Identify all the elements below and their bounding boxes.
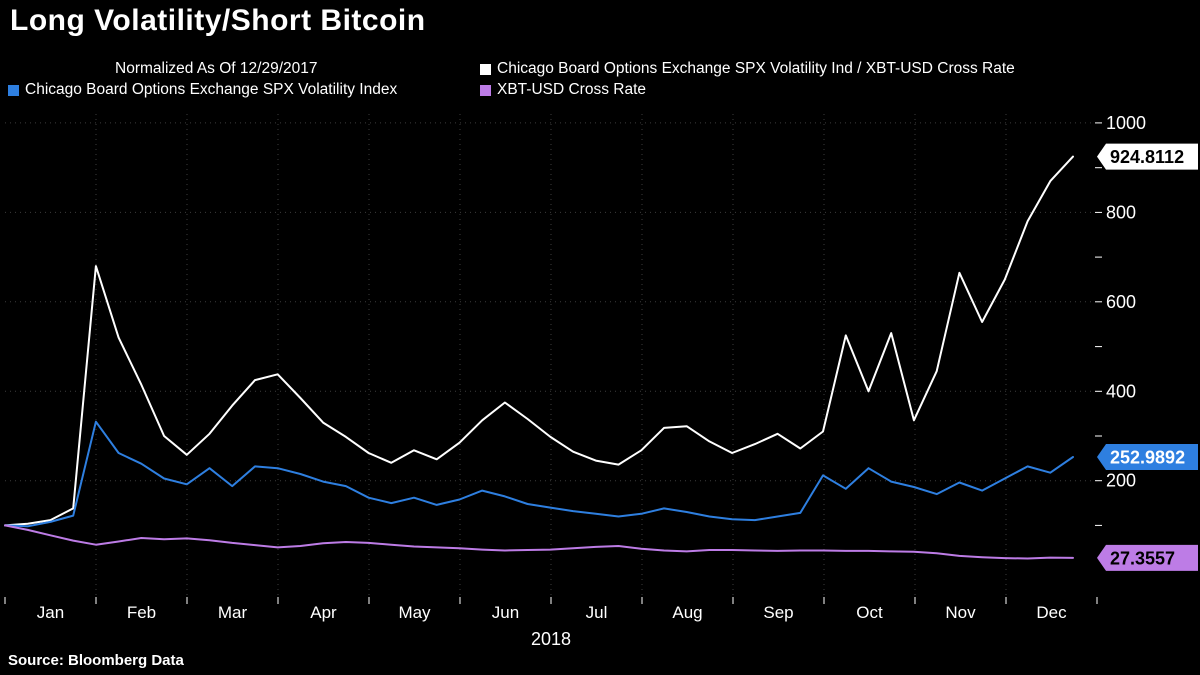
last-value-badge-1	[1097, 444, 1198, 470]
legend-swatch-xbt	[480, 84, 491, 96]
series-line-2	[4, 524, 1074, 560]
last-value-label-1: 252.9892	[1110, 448, 1185, 468]
x-tick-label: May	[398, 603, 431, 622]
normalized-note: Normalized As Of 12/29/2017	[115, 60, 318, 77]
legend-item-xbt: XBT-USD Cross Rate	[480, 81, 646, 99]
x-tick-label: Feb	[127, 603, 156, 622]
x-tick-label: Jun	[492, 603, 519, 622]
x-axis-year-label: 2018	[531, 629, 571, 649]
last-value-label-2: 27.3557	[1110, 548, 1175, 568]
x-tick-label: Sep	[763, 603, 793, 622]
y-tick-label: 600	[1106, 292, 1136, 312]
legend-label-vix: Chicago Board Options Exchange SPX Volat…	[25, 81, 398, 98]
price-chart: Jan Feb Mar Apr May Jun Jul Aug Sep Oct Nov Dec 2018…	[4, 113, 1198, 649]
legend-item-ratio: Chicago Board Options Exchange SPX Volat…	[480, 60, 1015, 78]
legend-swatch-vix	[8, 84, 19, 96]
last-value-label-0: 924.8112	[1110, 147, 1184, 167]
x-tick-label: Aug	[672, 603, 702, 622]
source-note: Source: Bloomberg Data	[8, 652, 184, 669]
last-value-badge-2	[1097, 544, 1198, 571]
x-tick-label: Nov	[945, 603, 976, 622]
legend-item-vix: Chicago Board Options Exchange SPX Volat…	[8, 81, 397, 99]
last-value-badge-0	[1097, 143, 1198, 170]
y-tick-label: 800	[1106, 202, 1136, 222]
legend-row-2: Chicago Board Options Exchange SPX Volat…	[0, 81, 1200, 101]
y-tick-label: 200	[1106, 471, 1136, 491]
x-tick-label: Mar	[218, 603, 248, 622]
legend-swatch-ratio	[480, 63, 491, 75]
legend-row-1: Normalized As Of 12/29/2017 Chicago Boar…	[0, 60, 1200, 80]
legend-label-xbt: XBT-USD Cross Rate	[497, 81, 647, 98]
x-tick-label: Jul	[586, 603, 608, 622]
y-tick-label: 400	[1106, 381, 1136, 401]
x-tick-label: Oct	[856, 603, 883, 622]
series-line-1	[4, 420, 1074, 528]
y-tick-label: 1000	[1106, 113, 1146, 133]
series-line-0	[4, 155, 1074, 527]
x-tick-label: Jan	[37, 603, 64, 622]
x-tick-label: Apr	[310, 603, 337, 622]
x-tick-label: Dec	[1036, 603, 1067, 622]
chart-title: Long Volatility/Short Bitcoin	[10, 4, 426, 37]
legend-label-ratio: Chicago Board Options Exchange SPX Volat…	[497, 60, 1015, 77]
